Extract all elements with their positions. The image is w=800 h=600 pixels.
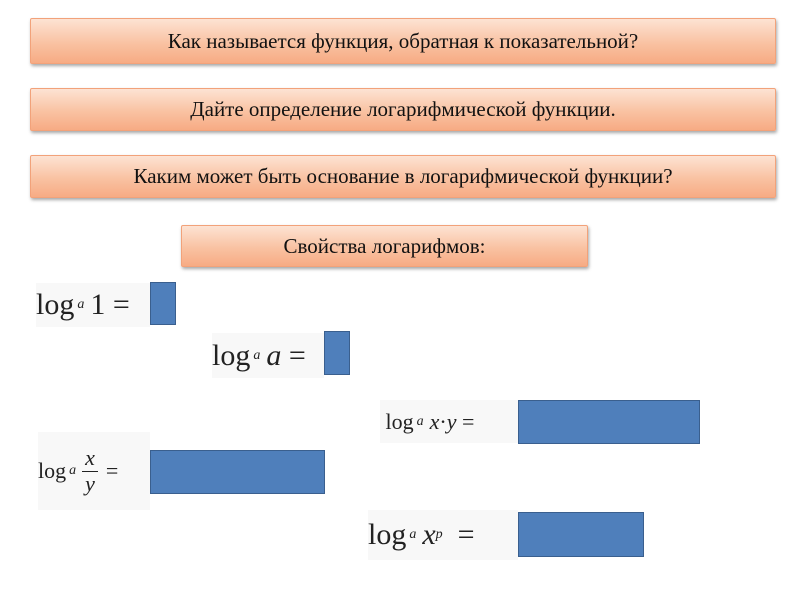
formula-log-quotient: log a x y = [38,432,150,510]
formula-log-a-a: log a a = [212,333,324,378]
answer-box-1[interactable] [150,282,176,325]
answer-box-quotient[interactable] [150,450,325,494]
properties-heading: Свойства логарифмов: [181,225,588,267]
formula-log-product: log a x · y = [380,400,518,443]
question-1: Как называется функция, обратная к показ… [30,18,776,64]
answer-box-product[interactable] [518,400,700,444]
answer-box-power[interactable] [518,512,644,557]
question-3: Каким может быть основание в логарифмиче… [30,155,776,198]
question-2: Дайте определение логарифмической функци… [30,88,776,131]
formula-log-power: log a x p = [368,510,518,560]
formula-log-a-1: log a 1 = [36,283,150,327]
answer-box-2[interactable] [324,331,350,375]
